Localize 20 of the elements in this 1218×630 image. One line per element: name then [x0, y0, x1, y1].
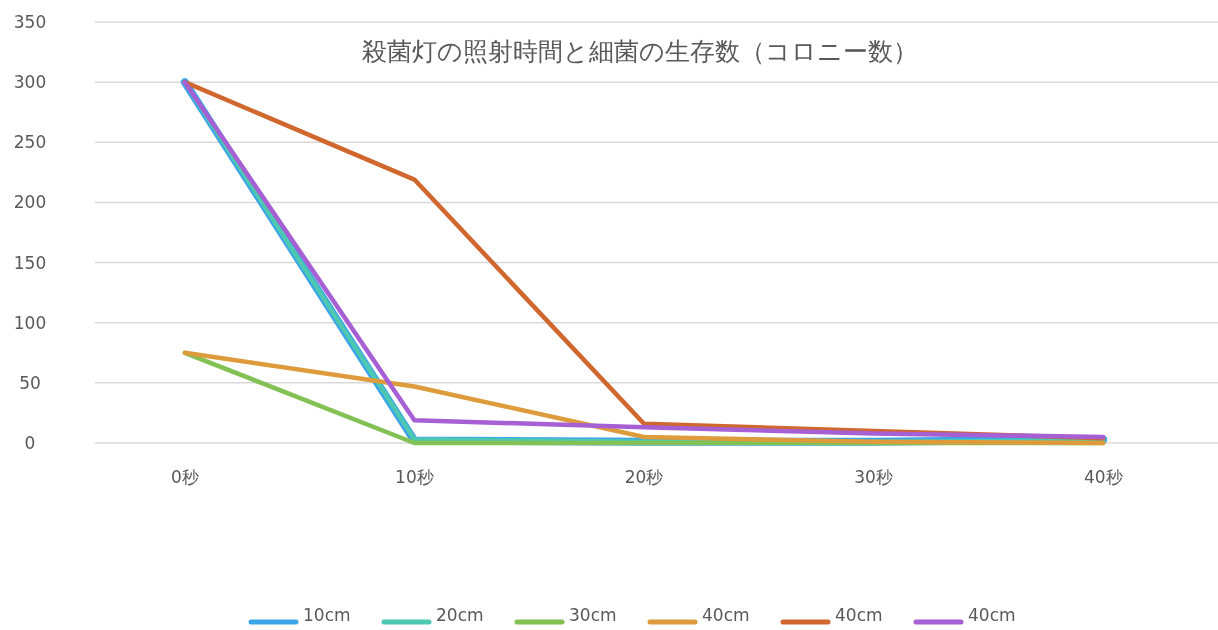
y-tick-label: 350 — [13, 12, 47, 32]
x-tick-label: 10秒 — [395, 467, 434, 487]
y-tick-label: 100 — [13, 312, 47, 333]
y-tick-label: 250 — [13, 132, 47, 153]
legend-label: 20cm — [436, 605, 484, 625]
x-tick-label: 20秒 — [624, 467, 664, 487]
legend-label: 40cm — [968, 605, 1016, 625]
legend-label: 40cm — [835, 605, 883, 625]
legend-label: 30cm — [569, 605, 617, 625]
x-tick-label: 0秒 — [170, 467, 199, 487]
y-tick-label: 300 — [13, 72, 47, 93]
text: 殺菌灯の照射時間と細菌の生存数（コロニー数） — [362, 37, 918, 66]
legend-label: 10cm — [303, 605, 351, 625]
x-tick-label: 30秒 — [854, 467, 893, 487]
y-tick-label: 0 — [24, 433, 36, 453]
y-tick-label: 150 — [13, 252, 47, 273]
y-tick-label: 50 — [19, 372, 41, 393]
y-tick-label: 200 — [13, 192, 47, 213]
x-tick-label: 40秒 — [1083, 467, 1123, 487]
legend-label: 40cm — [702, 605, 750, 625]
